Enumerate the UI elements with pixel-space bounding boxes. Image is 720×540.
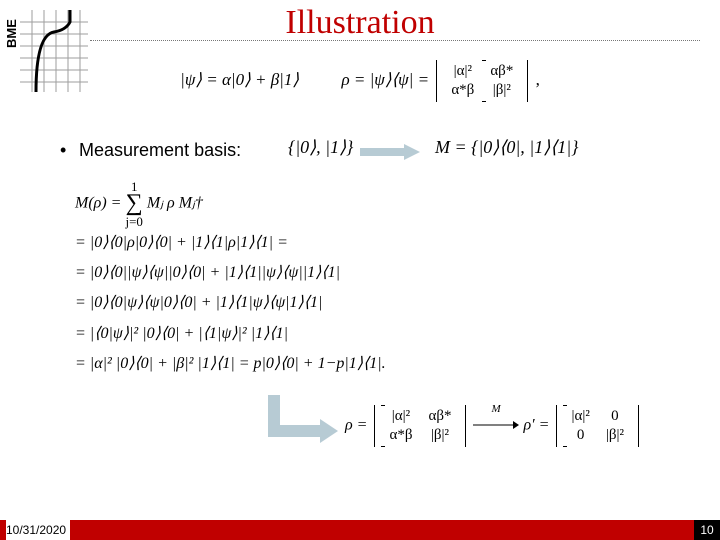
basis-set: {|0⟩, |1⟩} [288, 137, 353, 158]
bullet-text: Measurement basis: [79, 140, 241, 160]
arrow-elbow-icon [268, 395, 338, 445]
rho-m-01: αβ* [482, 62, 521, 81]
rho-m-00: |α|² [443, 62, 482, 81]
sum-bottom: j=0 [125, 214, 142, 229]
measurement-operator-def: M = {|0⟩⟨0|, |1⟩⟨1|} [435, 137, 578, 158]
title-underline [90, 40, 700, 43]
sum-symbol: 1 ∑ j=0 [125, 180, 142, 228]
arrow-M-label: M [491, 403, 500, 415]
transform-arrow: M [473, 417, 519, 435]
page-number: 10 [694, 520, 720, 540]
arrow-right-icon [360, 144, 420, 160]
derivation-block: M(ρ) = 1 ∑ j=0 Mⱼ ρ Mⱼ† = |0⟩⟨0|ρ|0⟩⟨0| … [75, 180, 475, 380]
deriv1-lhs: M(ρ) = [75, 194, 121, 211]
comma: , [536, 70, 540, 89]
deriv-line-3: = |0⟩⟨0||ψ⟩⟨ψ||0⟩⟨0| + |1⟩⟨1||ψ⟩⟨ψ||1⟩⟨1… [75, 258, 475, 288]
rho-matrix: |α|²αβ* α*β|β|² [436, 60, 528, 102]
footer-bar [0, 520, 720, 540]
rho-matrix-after: |α|²0 0|β|² [556, 405, 639, 447]
deriv-line-5: = |⟨0|ψ⟩|² |0⟩⟨0| + |⟨1|ψ⟩|² |1⟩⟨1| [75, 319, 475, 349]
deriv-line-2: = |0⟩⟨0|ρ|0⟩⟨0| + |1⟩⟨1|ρ|1⟩⟨1| = [75, 228, 475, 258]
bullet-measurement-basis: • Measurement basis: [60, 140, 241, 161]
rho-m-10: α*β [443, 81, 482, 100]
slide: BME Illustration |ψ⟩ = α|0⟩ + β|1⟩ ρ = |… [0, 0, 720, 540]
deriv-line-1: M(ρ) = 1 ∑ j=0 Mⱼ ρ Mⱼ† [75, 180, 475, 228]
rho-prime-label: ρ′ = [523, 417, 549, 434]
rho-transform: ρ = |α|²αβ* α*β|β|² M ρ′ = |α|²0 0|β|² [345, 405, 642, 447]
rho-lhs: ρ = [345, 417, 367, 434]
m2-10: 0 [563, 426, 597, 445]
m1-11: |β|² [420, 426, 459, 445]
rho-matrix-before: |α|²αβ* α*β|β|² [374, 405, 466, 447]
m1-01: αβ* [420, 407, 459, 426]
m1-10: α*β [381, 426, 420, 445]
deriv-line-4: = |0⟩⟨0|ψ⟩⟨ψ|0⟩⟨0| + |1⟩⟨1|ψ⟩⟨ψ|1⟩⟨1| [75, 288, 475, 318]
state-definition: |ψ⟩ = α|0⟩ + β|1⟩ [180, 70, 299, 89]
deriv1-rhs: Mⱼ ρ Mⱼ† [147, 194, 203, 211]
m1-00: |α|² [381, 407, 420, 426]
bullet-marker: • [60, 140, 74, 161]
m2-01: 0 [598, 407, 632, 426]
rho-definition-lhs: ρ = |ψ⟩⟨ψ| = [341, 70, 429, 89]
m2-11: |β|² [598, 426, 632, 445]
formula-state-and-rho: |ψ⟩ = α|0⟩ + β|1⟩ ρ = |ψ⟩⟨ψ| = |α|²αβ* α… [0, 60, 720, 102]
m2-00: |α|² [563, 407, 597, 426]
rho-m-11: |β|² [482, 81, 521, 100]
page-title: Illustration [0, 4, 720, 42]
deriv-line-6: = |α|² |0⟩⟨0| + |β|² |1⟩⟨1| = p|0⟩⟨0| + … [75, 349, 475, 379]
footer-date: 10/31/2020 [6, 520, 70, 540]
